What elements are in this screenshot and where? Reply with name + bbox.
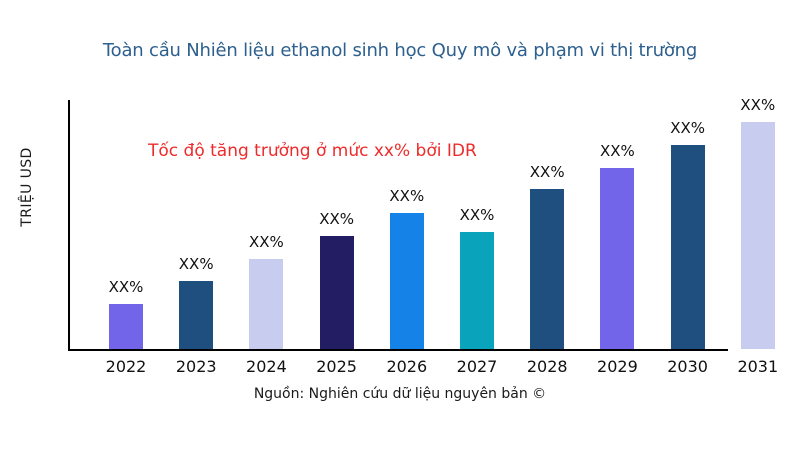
x-tick-label-2028: 2028: [526, 357, 568, 376]
x-tick-label-2023: 2023: [175, 357, 217, 376]
bar-2028: [530, 189, 565, 349]
bar-2031: [740, 122, 775, 349]
bar-value-label-2027: XX%: [459, 206, 495, 224]
bar-value-label-2030: XX%: [670, 119, 705, 137]
source-note: Nguồn: Nghiên cứu dữ liệu nguyên bản ©: [253, 386, 547, 402]
x-tick-label-2022: 2022: [105, 357, 147, 376]
y-axis-line: [68, 100, 70, 351]
x-tick-label-2031: 2031: [737, 357, 779, 376]
bar-value-label-2031: XX%: [740, 96, 776, 114]
x-tick-label-2027: 2027: [456, 357, 498, 376]
bar-value-label-2023: XX%: [178, 255, 214, 273]
bar-2026: [389, 213, 424, 349]
x-tick-label-2025: 2025: [316, 357, 357, 376]
bar-value-label-2022: XX%: [108, 278, 144, 296]
bar-2023: [179, 281, 214, 349]
bar-2022: [109, 304, 143, 349]
bar-value-label-2026: XX%: [389, 187, 425, 205]
growth-rate-annotation: Tốc độ tăng trưởng ở mức xx% bởi IDR: [148, 141, 477, 161]
bar-2029: [600, 168, 635, 349]
bar-value-label-2029: XX%: [599, 142, 635, 160]
bar-2027: [460, 232, 494, 349]
x-axis-line: [68, 349, 728, 351]
bar-value-label-2025: XX%: [319, 210, 354, 228]
x-tick-label-2024: 2024: [246, 357, 287, 376]
bar-value-label-2028: XX%: [529, 163, 565, 181]
x-tick-label-2030: 2030: [667, 357, 708, 376]
bar-2024: [249, 259, 284, 349]
bar-2030: [670, 145, 705, 349]
x-tick-label-2029: 2029: [597, 357, 638, 376]
y-axis-label: TRIỆU USD: [19, 147, 35, 227]
x-tick-label-2026: 2026: [386, 357, 428, 376]
bar-value-label-2024: XX%: [248, 233, 284, 251]
chart-title: Toàn cầu Nhiên liệu ethanol sinh học Quy…: [102, 40, 698, 61]
bar-2025: [319, 236, 354, 349]
